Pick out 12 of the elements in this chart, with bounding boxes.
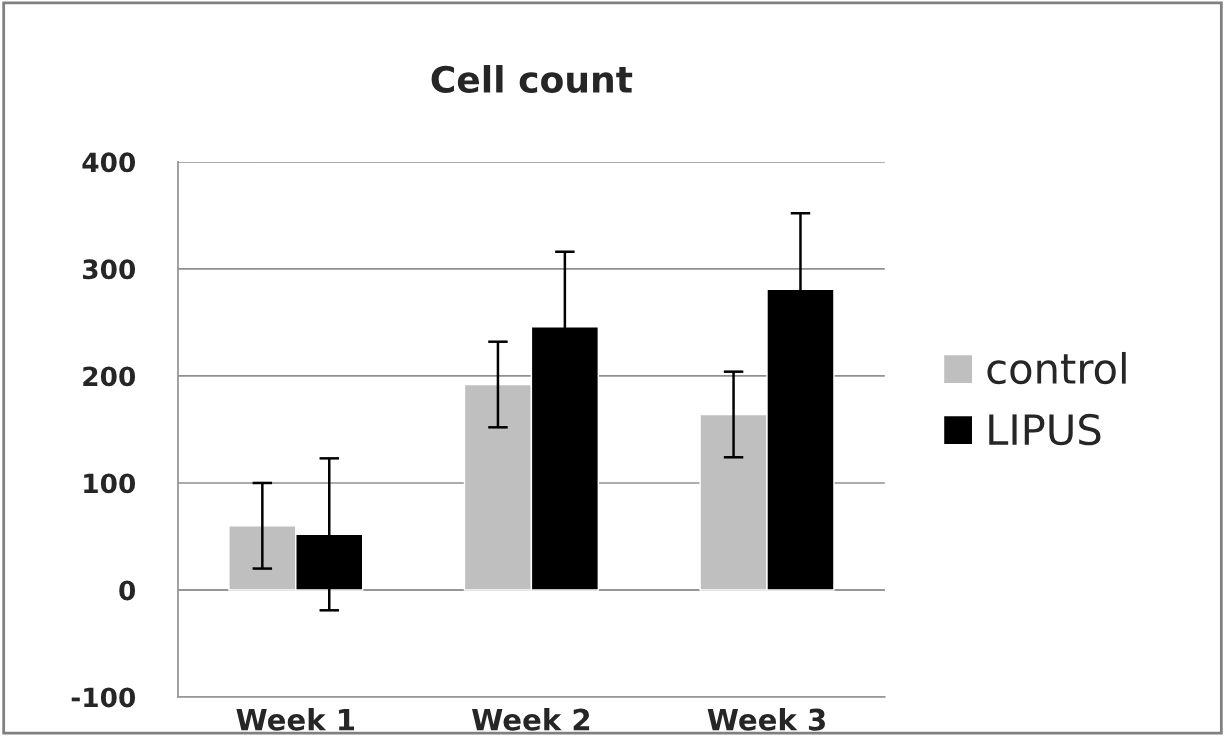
legend-label: control [987, 351, 1126, 385]
x-tick-label: Week 1 [236, 708, 355, 731]
y-tick-label: 100 [84, 473, 136, 494]
x-tick-label: Week 2 [472, 708, 590, 731]
legend-label: LIPUS [989, 413, 1101, 446]
y-tick-label: 400 [82, 152, 136, 173]
y-tick-label: 200 [83, 366, 136, 387]
chart-title: Cell count [431, 65, 633, 93]
y-tick-label: 300 [83, 259, 136, 280]
y-tick-label: -100 [71, 687, 136, 708]
x-tick-label: Week 3 [707, 708, 825, 731]
y-tick-label: 0 [119, 580, 136, 601]
